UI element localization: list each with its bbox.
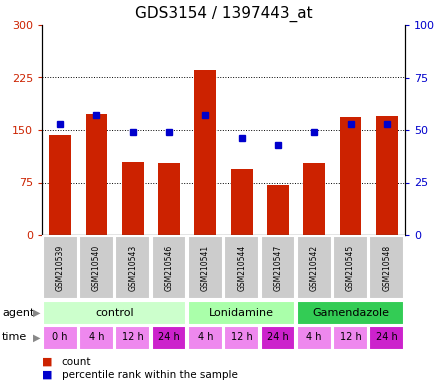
Text: count: count <box>62 357 91 367</box>
Text: GSM210548: GSM210548 <box>381 245 391 291</box>
Bar <box>187 236 222 299</box>
Bar <box>368 326 403 349</box>
Bar <box>224 326 259 349</box>
Bar <box>79 236 114 299</box>
Text: GSM210547: GSM210547 <box>273 244 282 291</box>
Bar <box>375 116 397 235</box>
Bar <box>296 301 403 324</box>
Text: 12 h: 12 h <box>339 333 361 343</box>
Text: 4 h: 4 h <box>306 333 321 343</box>
Text: GSM210539: GSM210539 <box>56 244 65 291</box>
Bar <box>230 169 252 235</box>
Bar <box>43 326 77 349</box>
Bar <box>296 326 331 349</box>
Bar <box>194 71 216 235</box>
Text: GSM210545: GSM210545 <box>345 244 354 291</box>
Bar <box>187 326 222 349</box>
Bar <box>122 162 143 235</box>
Text: GSM210541: GSM210541 <box>201 245 209 291</box>
Text: control: control <box>95 308 134 318</box>
Text: GSM210546: GSM210546 <box>164 244 173 291</box>
Bar <box>266 185 288 235</box>
Bar <box>260 236 295 299</box>
Bar <box>43 236 77 299</box>
Bar <box>224 236 259 299</box>
Text: ▶: ▶ <box>33 308 41 318</box>
Bar <box>332 326 367 349</box>
Bar <box>115 326 150 349</box>
Bar <box>302 163 324 235</box>
Text: 12 h: 12 h <box>230 333 252 343</box>
Text: 12 h: 12 h <box>122 333 143 343</box>
Text: GSM210543: GSM210543 <box>128 244 137 291</box>
Bar <box>151 236 186 299</box>
Text: GSM210542: GSM210542 <box>309 245 318 291</box>
Text: agent: agent <box>2 308 34 318</box>
Text: 24 h: 24 h <box>158 333 180 343</box>
Bar <box>332 236 367 299</box>
Text: ▶: ▶ <box>33 333 41 343</box>
Bar <box>115 236 150 299</box>
Text: time: time <box>2 333 27 343</box>
Text: GSM210540: GSM210540 <box>92 244 101 291</box>
Bar <box>260 326 295 349</box>
Title: GDS3154 / 1397443_at: GDS3154 / 1397443_at <box>135 6 312 22</box>
Text: 24 h: 24 h <box>266 333 288 343</box>
Text: GSM210544: GSM210544 <box>237 244 246 291</box>
Bar <box>79 326 114 349</box>
Bar <box>151 326 186 349</box>
Text: ■: ■ <box>42 357 53 367</box>
Bar <box>339 118 361 235</box>
Text: percentile rank within the sample: percentile rank within the sample <box>62 370 237 380</box>
Text: 4 h: 4 h <box>197 333 213 343</box>
Text: 4 h: 4 h <box>89 333 104 343</box>
Bar <box>43 301 186 324</box>
Text: ■: ■ <box>42 370 53 380</box>
Text: Gamendazole: Gamendazole <box>311 308 388 318</box>
Bar <box>368 236 403 299</box>
Bar <box>296 236 331 299</box>
Bar <box>187 301 295 324</box>
Bar <box>85 114 107 235</box>
Text: 0 h: 0 h <box>52 333 68 343</box>
Bar <box>158 163 180 235</box>
Bar <box>49 135 71 235</box>
Text: 24 h: 24 h <box>375 333 397 343</box>
Text: Lonidamine: Lonidamine <box>209 308 273 318</box>
